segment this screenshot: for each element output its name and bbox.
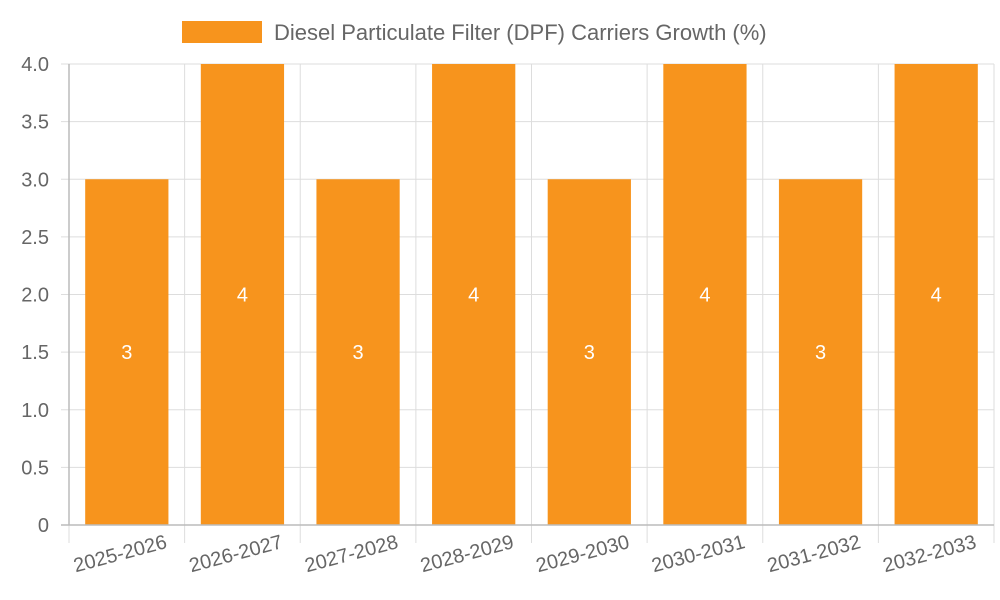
x-tick-label: 2030-2031 [649,531,747,577]
x-tick-label: 2032-2033 [881,531,979,577]
y-tick-label: 3.5 [21,112,49,134]
bar-value-label: 3 [584,342,595,364]
bar-value-label: 3 [353,342,364,364]
x-tick-label: 2027-2028 [302,531,400,577]
legend[interactable]: Diesel Particulate Filter (DPF) Carriers… [182,20,767,45]
bar[interactable] [894,64,978,525]
bar[interactable] [316,179,400,525]
y-tick-label: 2.5 [21,227,49,249]
bar[interactable] [547,179,631,525]
y-tick-label: 3.0 [21,169,49,191]
bar-value-label: 4 [468,285,479,307]
bar[interactable] [663,64,747,525]
y-tick-label: 1.5 [21,342,49,364]
y-tick-label: 0.5 [21,457,49,479]
y-tick-label: 1.0 [21,400,49,422]
x-tick-label: 2029-2030 [534,531,632,577]
bar-value-label: 3 [121,342,132,364]
bar[interactable] [778,179,863,525]
y-tick-label: 4.0 [21,54,49,76]
bars-layer: 3 4 3 4 3 4 3 4 [85,64,978,525]
y-tick-label: 0 [38,515,49,537]
bar-value-label: 4 [699,285,710,307]
legend-label: Diesel Particulate Filter (DPF) Carriers… [274,20,767,45]
x-tick-label: 2028-2029 [418,531,516,577]
bar-value-label: 4 [237,285,248,307]
bar-value-label: 4 [931,285,942,307]
x-tick-label: 2031-2032 [765,531,863,577]
legend-swatch [182,21,262,43]
bar[interactable] [200,64,285,525]
bar[interactable] [432,64,516,525]
bar-value-label: 3 [815,342,826,364]
bar[interactable] [85,179,169,525]
x-tick-label: 2026-2027 [187,531,285,577]
y-tick-label: 2.0 [21,285,49,307]
x-tick-label: 2025-2026 [71,531,169,577]
